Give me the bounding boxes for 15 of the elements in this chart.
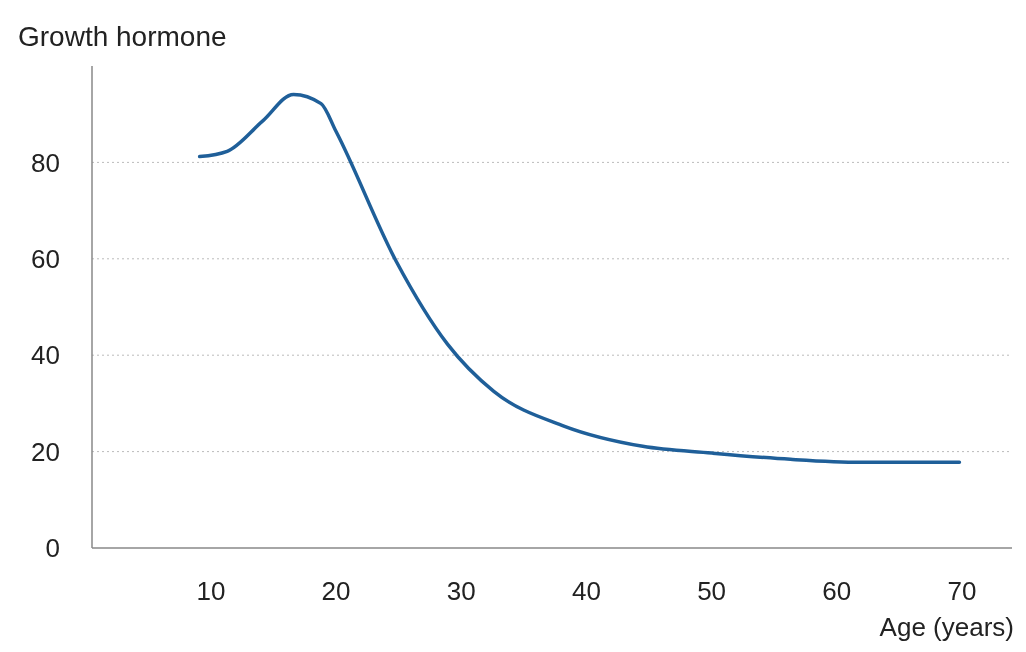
y-tick-label: 20: [31, 436, 60, 467]
x-tick-label: 70: [947, 576, 977, 606]
line-series: [197, 92, 962, 464]
x-tick-label: 10: [196, 576, 226, 606]
y-tick-label: 60: [31, 243, 60, 274]
y-tick-label: 80: [31, 147, 60, 178]
y-tick-label: 40: [31, 340, 60, 371]
chart-title: Growth hormone: [18, 21, 227, 52]
x-tick-label: 60: [822, 576, 852, 606]
y-tick-label: 0: [45, 533, 60, 564]
x-tick-label: 30: [446, 576, 476, 606]
x-tick-label: 20: [321, 576, 351, 606]
x-tick-label: 50: [697, 576, 727, 606]
x-axis-title: Age (years): [879, 612, 1014, 642]
x-tick-label: 40: [571, 576, 601, 606]
